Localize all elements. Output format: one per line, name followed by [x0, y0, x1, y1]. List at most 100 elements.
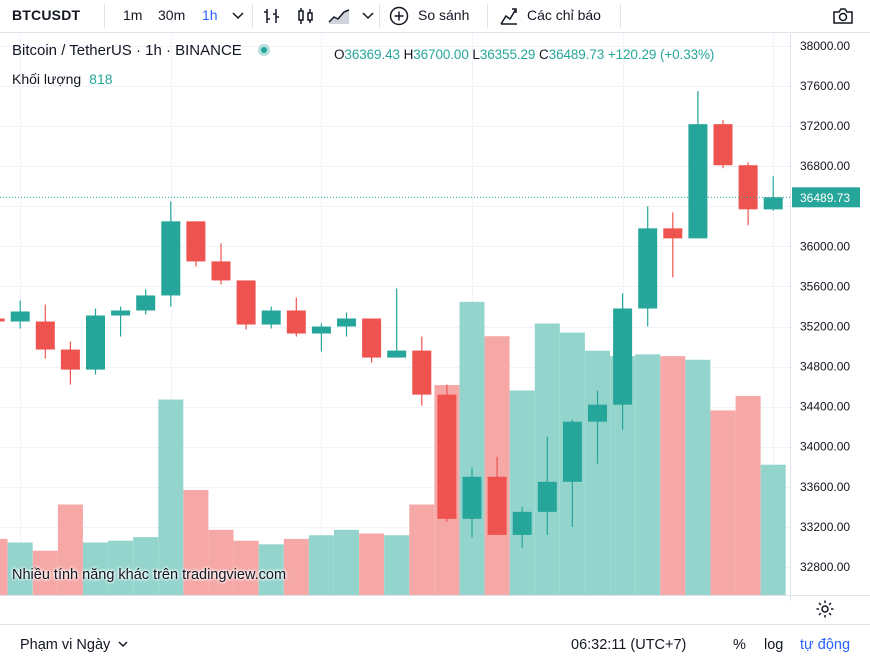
candle-body [0, 318, 5, 322]
volume-bar [258, 544, 284, 595]
chevron-down-icon[interactable] [362, 0, 374, 33]
candle-body [688, 124, 708, 239]
candle-body [437, 394, 457, 519]
y-tick-label: 34000.00 [800, 440, 850, 454]
candle-body [537, 481, 557, 512]
candle-body [86, 315, 105, 370]
log-scale-button[interactable]: log [764, 637, 784, 653]
volume-bar [509, 390, 535, 595]
y-tick-label: 38000.00 [800, 39, 850, 53]
candle-body [35, 321, 55, 350]
volume-bar [308, 535, 334, 595]
candle-body [211, 261, 231, 281]
interval-30m-button[interactable]: 30m [158, 7, 186, 23]
low-label: L [472, 47, 480, 62]
candle-body [487, 476, 507, 535]
candle-body [362, 318, 382, 358]
price-chart[interactable]: 38000.00 37600.00 37200.00 36800.00 36000.00… [0, 34, 870, 601]
price-axis [790, 34, 870, 601]
candle-body [236, 280, 256, 325]
volume-legend: Khối lượng 818 [12, 71, 113, 87]
top-toolbar: BTCUSDT 1m 30m 1h So sánh C [0, 0, 870, 33]
symbol-button[interactable]: BTCUSDT [12, 7, 81, 23]
y-tick-label: 32800.00 [800, 560, 850, 574]
candle-body [387, 350, 407, 358]
toolbar-divider [252, 4, 253, 28]
volume-bar [359, 533, 385, 595]
y-tick-label: 37200.00 [800, 119, 850, 133]
chart-legend: Bitcoin / TetherUS · 1h · BINANCE [12, 42, 270, 59]
interval-1m-button[interactable]: 1m [123, 7, 143, 23]
tradingview-watermark[interactable]: Nhiều tính năng khác trên tradingview.co… [12, 567, 287, 583]
candle-body [186, 221, 206, 262]
ohlc-readout: O36369.43 H36700.00 L36355.29 C36489.73 … [334, 47, 714, 62]
volume-bar [183, 490, 209, 595]
candle-body [738, 165, 758, 210]
volume-bar [384, 535, 410, 595]
volume-bar [133, 537, 159, 595]
plus-circle-icon[interactable] [389, 6, 409, 26]
candle-body [613, 308, 633, 405]
candle-body [10, 311, 30, 322]
open-label: O [334, 47, 345, 62]
chart-canvas[interactable]: 38000.00 37600.00 37200.00 36800.00 36000.00… [0, 34, 870, 601]
timezone-clock[interactable]: 06:32:11 (UTC+7) [571, 637, 687, 653]
volume-bar [660, 356, 686, 595]
candle-body [337, 318, 356, 327]
bottom-toolbar: Phạm vi Ngày 06:32:11 (UTC+7) % log tự đ… [0, 624, 870, 667]
volume-bar [635, 354, 661, 595]
y-tick-label: 33600.00 [800, 480, 850, 494]
area-chart-icon[interactable] [328, 6, 350, 26]
high-value: 36700.00 [413, 47, 469, 62]
percent-scale-button[interactable]: % [733, 637, 746, 653]
compare-button[interactable]: So sánh [418, 7, 470, 23]
volume-bar [83, 542, 108, 595]
y-tick-label: 35600.00 [800, 279, 850, 293]
candle-body [663, 228, 683, 239]
low-value: 36355.29 [479, 47, 536, 62]
bar-chart-icon[interactable] [262, 6, 282, 26]
volume-bar [0, 538, 8, 595]
y-tick-label: 36800.00 [800, 159, 850, 173]
volume-bar [685, 359, 711, 595]
volume-bar [459, 301, 485, 595]
camera-icon[interactable] [832, 6, 854, 26]
chevron-down-icon [118, 641, 128, 648]
candle-body [763, 197, 783, 210]
candle-body [136, 295, 156, 311]
market-open-status-icon [257, 44, 270, 56]
volume-bar [735, 395, 761, 595]
date-range-button[interactable]: Phạm vi Ngày [20, 637, 129, 653]
gear-icon[interactable] [815, 599, 835, 619]
open-value: 36369.43 [344, 47, 400, 62]
volume-bar [57, 504, 83, 595]
volume-bar [32, 550, 58, 595]
indicators-button[interactable]: Các chỉ báo [527, 7, 601, 23]
y-tick-label: 35200.00 [800, 320, 850, 334]
toolbar-divider [379, 4, 380, 28]
candle-body [60, 349, 80, 370]
volume-label[interactable]: Khối lượng [12, 71, 82, 87]
chevron-down-icon[interactable] [232, 0, 244, 33]
indicators-icon[interactable] [499, 6, 519, 26]
auto-scale-button[interactable]: tự động [800, 637, 851, 653]
volume-bar [208, 529, 234, 595]
candle-body [412, 350, 432, 395]
candle-body [161, 221, 181, 296]
candle-body [261, 310, 281, 325]
candle-body [562, 421, 582, 482]
volume-bar [409, 504, 435, 595]
volume-bar [585, 350, 610, 595]
legend-symbol-title[interactable]: Bitcoin / TetherUS · 1h · BINANCE [12, 42, 242, 59]
y-tick-label: 34400.00 [800, 400, 850, 414]
volume-bar [334, 529, 359, 595]
volume-bar [233, 540, 259, 595]
date-range-label: Phạm vi Ngày [20, 637, 111, 653]
candle-body [512, 511, 532, 535]
candles-icon[interactable] [296, 6, 316, 26]
volume-bar [158, 399, 184, 595]
volume-value: 818 [89, 71, 113, 87]
interval-1h-button[interactable]: 1h [202, 7, 218, 23]
close-label: C [539, 47, 549, 62]
toolbar-divider [104, 4, 105, 28]
